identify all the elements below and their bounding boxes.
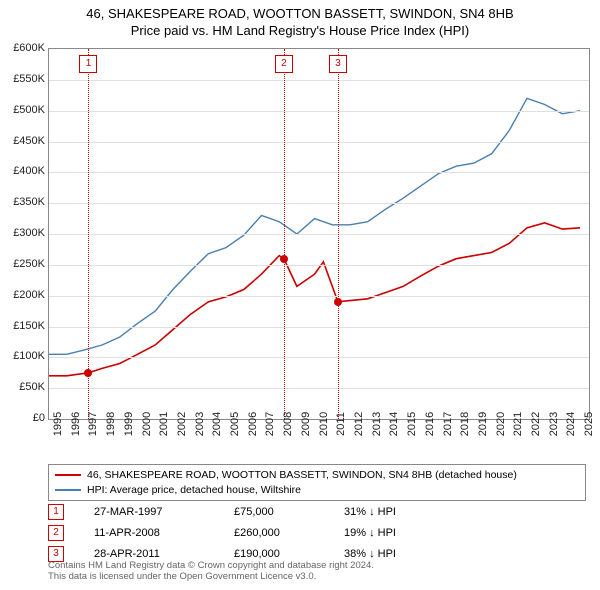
y-tick-label: £300K [5,227,45,239]
x-tick-label: 2021 [512,412,524,436]
x-tick-label: 2005 [229,412,241,436]
x-tick-label: 2019 [477,412,489,436]
sale-date: 28-APR-2011 [94,548,204,560]
x-tick-label: 1997 [87,412,99,436]
sale-point [280,255,288,263]
x-tick-label: 2008 [282,412,294,436]
sale-diff: 38% ↓ HPI [344,548,444,560]
sale-vline [88,49,89,419]
x-tick-label: 2000 [141,412,153,436]
sale-row-marker: 1 [48,504,64,520]
y-tick-label: £0 [5,412,45,424]
sale-point [84,369,92,377]
gridline [49,142,589,143]
sale-marker-box: 2 [275,55,293,73]
legend-row: 46, SHAKESPEARE ROAD, WOOTTON BASSETT, S… [55,468,579,483]
chart-container: 46, SHAKESPEARE ROAD, WOOTTON BASSETT, S… [0,0,600,590]
x-tick-label: 2020 [495,412,507,436]
y-tick-label: £550K [5,73,45,85]
x-tick-label: 1996 [70,412,82,436]
y-tick-label: £500K [5,104,45,116]
gridline [49,80,589,81]
x-tick-label: 1995 [52,412,64,436]
x-tick-label: 2002 [176,412,188,436]
series-line-hpi [49,98,580,354]
x-tick-label: 2007 [264,412,276,436]
x-tick-label: 1999 [123,412,135,436]
sale-diff: 31% ↓ HPI [344,506,444,518]
x-tick-label: 2010 [318,412,330,436]
series-line-property [49,223,580,376]
title-line-2: Price paid vs. HM Land Registry's House … [0,23,600,40]
legend-box: 46, SHAKESPEARE ROAD, WOOTTON BASSETT, S… [48,464,586,501]
x-tick-label: 2018 [459,412,471,436]
gridline [49,327,589,328]
gridline [49,111,589,112]
x-tick-label: 2006 [247,412,259,436]
x-tick-label: 2012 [353,412,365,436]
sales-table: 1 27-MAR-1997 £75,000 31% ↓ HPI 2 11-APR-2008… [48,504,588,567]
footer-line-1: Contains HM Land Registry data © Crown c… [48,560,374,571]
y-tick-label: £150K [5,320,45,332]
gridline [49,357,589,358]
gridline [49,172,589,173]
x-tick-label: 1998 [105,412,117,436]
gridline [49,203,589,204]
sale-vline [338,49,339,419]
x-tick-label: 2016 [424,412,436,436]
x-tick-label: 2022 [530,412,542,436]
sale-point [334,298,342,306]
legend-swatch [55,474,81,476]
gridline [49,265,589,266]
sale-diff: 19% ↓ HPI [344,527,444,539]
footer-line-2: This data is licensed under the Open Gov… [48,571,374,582]
y-tick-label: £600K [5,42,45,54]
y-tick-label: £350K [5,196,45,208]
y-tick-label: £400K [5,165,45,177]
gridline [49,234,589,235]
sale-date: 11-APR-2008 [94,527,204,539]
x-tick-label: 2024 [565,412,577,436]
legend-label: HPI: Average price, detached house, Wilt… [87,483,301,498]
y-tick-label: £450K [5,135,45,147]
sale-price: £75,000 [234,506,314,518]
y-tick-label: £50K [5,381,45,393]
x-tick-label: 2014 [388,412,400,436]
y-tick-label: £200K [5,289,45,301]
sale-price: £260,000 [234,527,314,539]
attribution-footer: Contains HM Land Registry data © Crown c… [48,560,374,583]
sale-row-marker: 2 [48,525,64,541]
legend-label: 46, SHAKESPEARE ROAD, WOOTTON BASSETT, S… [87,468,517,483]
x-tick-label: 2015 [406,412,418,436]
sale-price: £190,000 [234,548,314,560]
y-tick-label: £100K [5,350,45,362]
sale-row: 1 27-MAR-1997 £75,000 31% ↓ HPI [48,504,588,520]
legend-swatch [55,489,81,491]
title-line-1: 46, SHAKESPEARE ROAD, WOOTTON BASSETT, S… [0,6,600,23]
sale-marker-box: 1 [79,55,97,73]
x-tick-label: 2003 [194,412,206,436]
x-tick-label: 2017 [442,412,454,436]
legend-row: HPI: Average price, detached house, Wilt… [55,483,579,498]
x-tick-label: 2004 [211,412,223,436]
sale-row: 2 11-APR-2008 £260,000 19% ↓ HPI [48,525,588,541]
x-tick-label: 2001 [158,412,170,436]
gridline [49,296,589,297]
x-tick-label: 2013 [371,412,383,436]
x-tick-label: 2025 [583,412,595,436]
sale-date: 27-MAR-1997 [94,506,204,518]
x-tick-label: 2009 [300,412,312,436]
x-tick-label: 2011 [335,412,347,436]
y-tick-label: £250K [5,258,45,270]
chart-title: 46, SHAKESPEARE ROAD, WOOTTON BASSETT, S… [0,0,600,40]
plot-area: 1 2 3 [48,48,590,420]
x-tick-label: 2023 [548,412,560,436]
gridline [49,388,589,389]
sale-vline [284,49,285,419]
sale-marker-box: 3 [329,55,347,73]
